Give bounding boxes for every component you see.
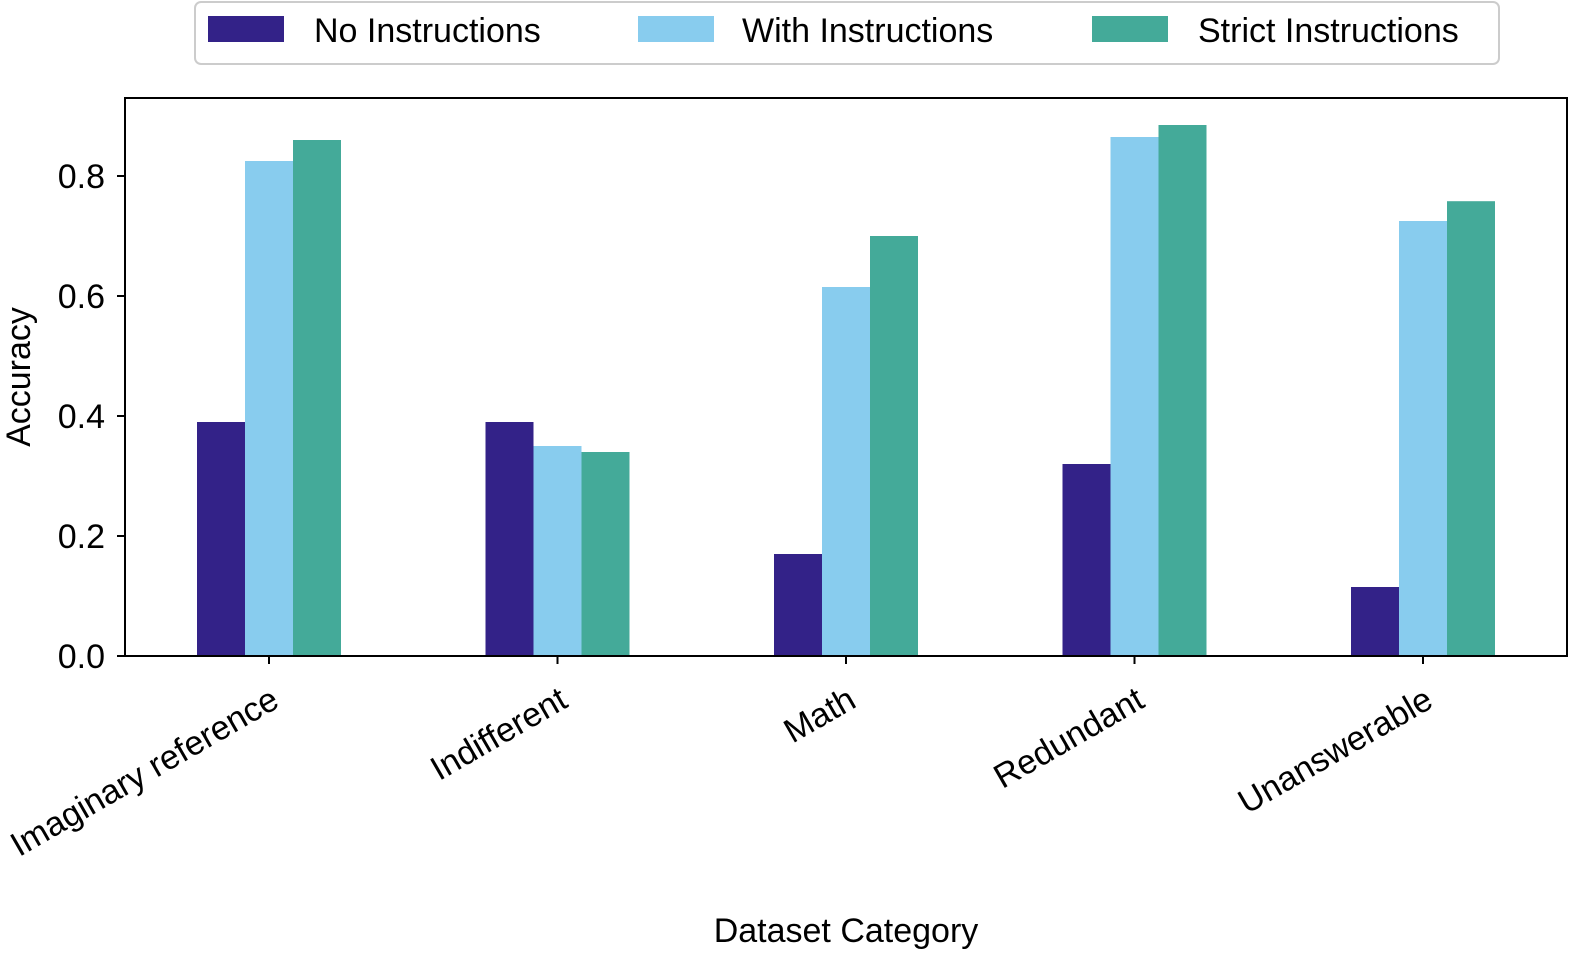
legend-label: With Instructions — [742, 12, 993, 50]
y-tick-label: 0.0 — [58, 638, 105, 676]
y-tick-label: 0.2 — [58, 518, 105, 556]
x-tick-label: Unanswerable — [1232, 680, 1439, 822]
x-axis: Imaginary reference Indifferent Math Redund… — [4, 656, 1439, 864]
y-tick-label: 0.4 — [58, 398, 105, 436]
bar — [485, 422, 534, 656]
legend-swatch — [208, 16, 284, 42]
bars — [197, 125, 1495, 656]
legend: No Instructions With Instructions Strict I… — [194, 1, 1500, 65]
y-tick-label: 0.8 — [58, 158, 105, 196]
bar — [245, 161, 293, 656]
bar — [1110, 137, 1159, 656]
legend-swatch — [638, 16, 714, 42]
y-axis-title: Accuracy — [0, 307, 38, 447]
bar — [1158, 125, 1207, 656]
bar — [533, 446, 582, 656]
legend-label: No Instructions — [314, 12, 541, 50]
legend-box — [194, 1, 1500, 65]
bar — [1399, 221, 1447, 656]
bar — [774, 554, 822, 656]
bar — [870, 236, 918, 656]
bar — [1351, 587, 1399, 656]
legend-label: Strict Instructions — [1198, 12, 1459, 50]
y-axis: 0.0 0.2 0.4 0.6 0.8 — [58, 158, 125, 676]
bar — [822, 287, 870, 656]
bar — [1062, 464, 1111, 656]
x-tick-label: Math — [778, 680, 862, 751]
x-tick-label: Indifferent — [424, 680, 574, 788]
y-tick-label: 0.6 — [58, 278, 105, 316]
x-tick-label: Redundant — [987, 680, 1151, 796]
x-tick-label: Imaginary reference — [4, 680, 285, 864]
bar — [293, 140, 341, 656]
x-axis-title: Dataset Category — [714, 912, 979, 950]
bar — [1447, 201, 1495, 656]
bar — [197, 422, 245, 656]
legend-swatch — [1092, 16, 1168, 42]
bar — [581, 452, 630, 656]
